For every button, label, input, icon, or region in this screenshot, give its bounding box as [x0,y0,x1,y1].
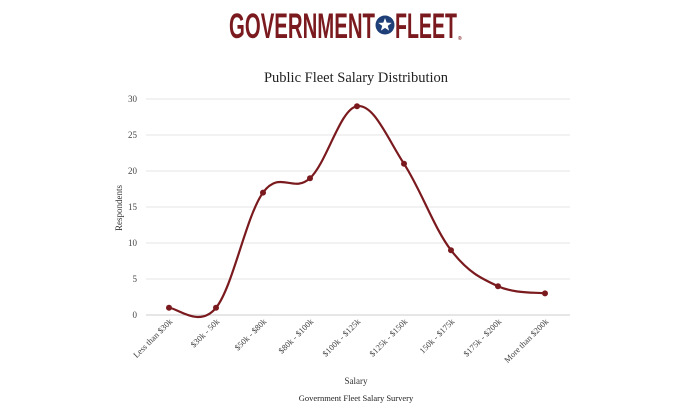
logo-word-government: GOVERNMENT [229,7,375,46]
data-point [354,103,360,110]
x-tick-labels: Less than $30k $30k - 50k $50k - $80k $80k … [131,316,551,365]
y-tick-label: 0 [133,310,138,320]
x-tick-label: $50k - $80k [232,316,269,353]
y-tick-label: 30 [128,94,138,104]
y-tick-label: 25 [128,130,138,140]
data-point [542,290,548,297]
y-gridlines [146,98,570,280]
y-tick-label: 10 [128,238,138,248]
government-fleet-logo: GOVERNMENT FLEET ® [229,7,462,46]
x-tick-label: $30k - 50k [188,316,222,350]
x-tick-label: Less than $30k [131,316,175,360]
series-line [168,105,546,319]
x-tick-label: 150k - $175k [417,316,457,356]
x-tick-label: $125k - $150k [367,316,410,359]
data-point [495,283,501,290]
x-tick-label: $175k - $200k [461,316,504,359]
x-tick-label: More than $200k [502,316,551,365]
series-respondents [166,103,548,319]
y-tick-label: 20 [128,166,138,176]
chart-caption: Government Fleet Salary Survery [299,393,414,403]
y-axis-label: Respondents [114,185,124,231]
data-point [213,304,219,311]
logo-registered-mark: ® [458,35,462,42]
x-tick-label: $100k - $125k [320,316,363,359]
data-point [166,304,172,311]
star-in-circle-icon [375,15,395,35]
y-tick-label: 5 [133,274,138,284]
chart-title: Public Fleet Salary Distribution [264,70,449,86]
x-tick-label: $80k - $100k [276,316,316,356]
x-axis-label: Salary [345,376,368,386]
data-point [448,247,454,254]
data-point [260,189,266,196]
y-tick-label: 15 [128,202,138,212]
y-tick-labels: 0 5 10 15 20 25 30 [128,94,138,320]
logo-word-fleet: FLEET [395,7,457,46]
data-point [401,160,407,167]
data-point [307,175,313,182]
